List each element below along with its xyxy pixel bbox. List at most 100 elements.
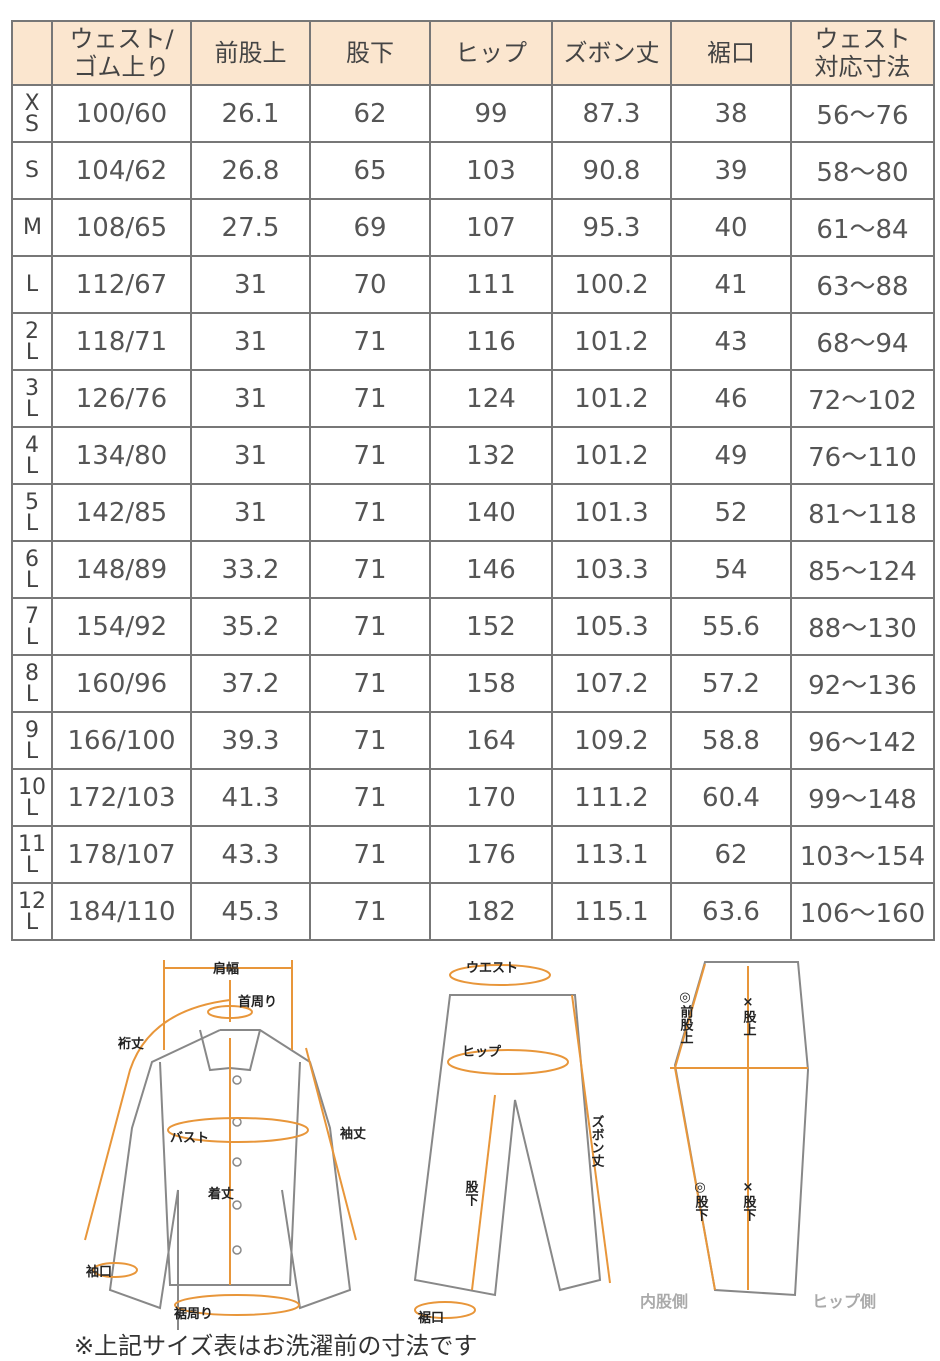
inseam-o-label: ◎股下 <box>693 1180 709 1222</box>
table-cell: 54 <box>670 540 792 599</box>
table-cell: 26.1 <box>190 84 311 143</box>
pants-hem-label: 裾口 <box>418 1310 444 1326</box>
table-cell: 103.3 <box>551 540 672 599</box>
table-cell: 71 <box>309 597 431 656</box>
shirt-diagram: 肩幅 首周り 裄丈 バスト 袖丈 着丈 袖口 裾周り <box>84 960 366 1330</box>
table-cell: 176 <box>429 825 553 884</box>
cuff-label: 袖口 <box>86 1264 112 1280</box>
size-label: 8L <box>25 660 39 707</box>
size-label: S <box>25 158 39 183</box>
table-cell: 39.3 <box>190 711 311 770</box>
waist-label: ウエスト <box>466 961 518 976</box>
table-cell: 71 <box>309 312 431 371</box>
table-cell: 43 <box>670 312 792 371</box>
table-cell: 71 <box>309 882 431 941</box>
size-label: 10L <box>18 774 46 821</box>
table-row: 10L 172/103 41.3 71 170 111.2 60.4 99～148 <box>11 768 935 827</box>
table-cell: 160/96 <box>51 654 192 713</box>
size-label: 12L <box>18 888 46 935</box>
table-cell: 118/71 <box>51 312 192 371</box>
table-cell: 46 <box>670 369 792 428</box>
inseam-label: 股下 <box>463 1180 479 1207</box>
size-label: 6L <box>25 546 39 593</box>
footnote: ※上記サイズ表はお洗濯前の寸法です <box>74 1332 478 1360</box>
size-table: ウェスト/ ゴム上り 前股上 股下 ヒップ ズボン丈 裾口 ウェスト 対応寸法 XS 100/… <box>11 20 935 941</box>
table-cell: 104/62 <box>51 141 192 200</box>
table-cell: 71 <box>309 483 431 542</box>
size-label: XS <box>24 90 40 137</box>
table-cell: 92～136 <box>790 654 935 713</box>
table-cell: 101.2 <box>551 312 672 371</box>
table-cell: 63.6 <box>670 882 792 941</box>
size-cell: 3L <box>11 369 53 428</box>
table-cell: 158 <box>429 654 553 713</box>
size-cell: 11L <box>11 825 53 884</box>
table-row: 11L 178/107 43.3 71 176 113.1 62 103～154 <box>11 825 935 884</box>
table-cell: 103～154 <box>790 825 935 884</box>
size-cell: 9L <box>11 711 53 770</box>
yuki-label: 裄丈 <box>117 1036 144 1052</box>
table-cell: 107.2 <box>551 654 672 713</box>
table-cell: 56～76 <box>790 84 935 143</box>
table-row: L 112/67 31 70 111 100.2 41 63～88 <box>11 255 935 314</box>
sleeve-label: 袖丈 <box>340 1126 366 1142</box>
size-cell: 8L <box>11 654 53 713</box>
table-cell: 62 <box>309 84 431 143</box>
table-cell: 108/65 <box>51 198 192 257</box>
table-cell: 172/103 <box>51 768 192 827</box>
table-cell: 31 <box>190 255 311 314</box>
table-cell: 55.6 <box>670 597 792 656</box>
table-cell: 132 <box>429 426 553 485</box>
table-cell: 152 <box>429 597 553 656</box>
table-cell: 71 <box>309 426 431 485</box>
size-label: M <box>23 215 42 240</box>
table-cell: 27.5 <box>190 198 311 257</box>
table-cell: 81～118 <box>790 483 935 542</box>
table-cell: 71 <box>309 369 431 428</box>
table-cell: 142/85 <box>51 483 192 542</box>
table-cell: 178/107 <box>51 825 192 884</box>
table-cell: 99～148 <box>790 768 935 827</box>
size-cell: 12L <box>11 882 53 941</box>
size-label: 3L <box>25 375 39 422</box>
size-label: 4L <box>25 432 39 479</box>
table-cell: 43.3 <box>190 825 311 884</box>
table-cell: 33.2 <box>190 540 311 599</box>
length-label: 着丈 <box>207 1186 234 1202</box>
table-cell: 140 <box>429 483 553 542</box>
size-label: 5L <box>25 489 39 536</box>
table-row: XS 100/60 26.1 62 99 87.3 38 56～76 <box>11 84 935 143</box>
table-cell: 95.3 <box>551 198 672 257</box>
table-row: 12L 184/110 45.3 71 182 115.1 63.6 106～160 <box>11 882 935 941</box>
table-cell: 154/92 <box>51 597 192 656</box>
table-cell: 35.2 <box>190 597 311 656</box>
neck-label: 首周り <box>238 994 277 1010</box>
shoulder-label: 肩幅 <box>213 961 239 977</box>
table-cell: 100.2 <box>551 255 672 314</box>
table-cell: 71 <box>309 768 431 827</box>
size-label: 9L <box>25 717 39 764</box>
table-cell: 31 <box>190 426 311 485</box>
inseam-x-label: ×股下 <box>741 1180 757 1222</box>
column-header: 裾口 <box>670 20 792 86</box>
table-cell: 49 <box>670 426 792 485</box>
table-cell: 63～88 <box>790 255 935 314</box>
table-cell: 166/100 <box>51 711 192 770</box>
table-cell: 71 <box>309 711 431 770</box>
table-cell: 99 <box>429 84 553 143</box>
table-cell: 61～84 <box>790 198 935 257</box>
pants-diagram: ウエスト ヒップ 股下 ズボン丈 裾口 <box>413 961 611 1326</box>
table-row: 4L 134/80 31 71 132 101.2 49 76～110 <box>11 426 935 485</box>
table-row: 2L 118/71 31 71 116 101.2 43 68～94 <box>11 312 935 371</box>
size-label: L <box>25 272 39 297</box>
table-cell: 101.3 <box>551 483 672 542</box>
hip-side-label: ヒップ側 <box>812 1292 876 1311</box>
table-cell: 70 <box>309 255 431 314</box>
table-cell: 41.3 <box>190 768 311 827</box>
table-cell: 134/80 <box>51 426 192 485</box>
table-cell: 52 <box>670 483 792 542</box>
table-cell: 71 <box>309 540 431 599</box>
table-cell: 90.8 <box>551 141 672 200</box>
inner-side-label: 内股側 <box>640 1292 688 1311</box>
table-cell: 57.2 <box>670 654 792 713</box>
